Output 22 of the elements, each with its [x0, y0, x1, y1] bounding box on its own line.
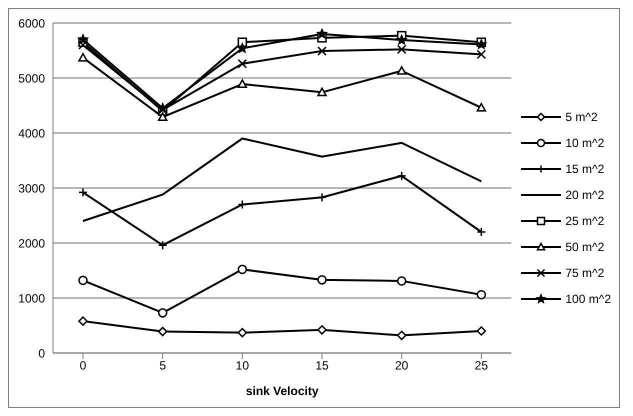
y-tick-label: 6000: [18, 16, 46, 30]
legend-label: 50 m^2: [565, 240, 604, 254]
legend-label: 20 m^2: [565, 188, 604, 202]
legend-label: 5 m^2: [565, 110, 598, 124]
y-tick-label: 3000: [18, 181, 46, 196]
x-tick-label: 15: [315, 358, 329, 373]
y-tick-label: 4000: [18, 126, 46, 140]
legend-label: 15 m^2: [565, 162, 604, 176]
x-tick-label: 5: [159, 358, 166, 373]
y-tick-label: 5000: [18, 71, 46, 86]
legend-label: 10 m^2: [565, 136, 604, 150]
y-tick-label: 0: [38, 346, 46, 360]
x-tick-label: 25: [474, 358, 488, 373]
legend-label: 25 m^2: [565, 214, 604, 228]
x-axis-title: sink Velocity: [246, 384, 319, 398]
y-tick-label: 2000: [18, 236, 46, 250]
legend-label: 75 m^2: [565, 266, 604, 280]
x-tick-label: 10: [236, 358, 250, 373]
legend-label: 100 m^2: [565, 292, 611, 306]
y-tick-label: 1000: [18, 291, 46, 306]
x-tick-label: 20: [394, 358, 409, 373]
x-tick-label: 0: [80, 358, 87, 373]
